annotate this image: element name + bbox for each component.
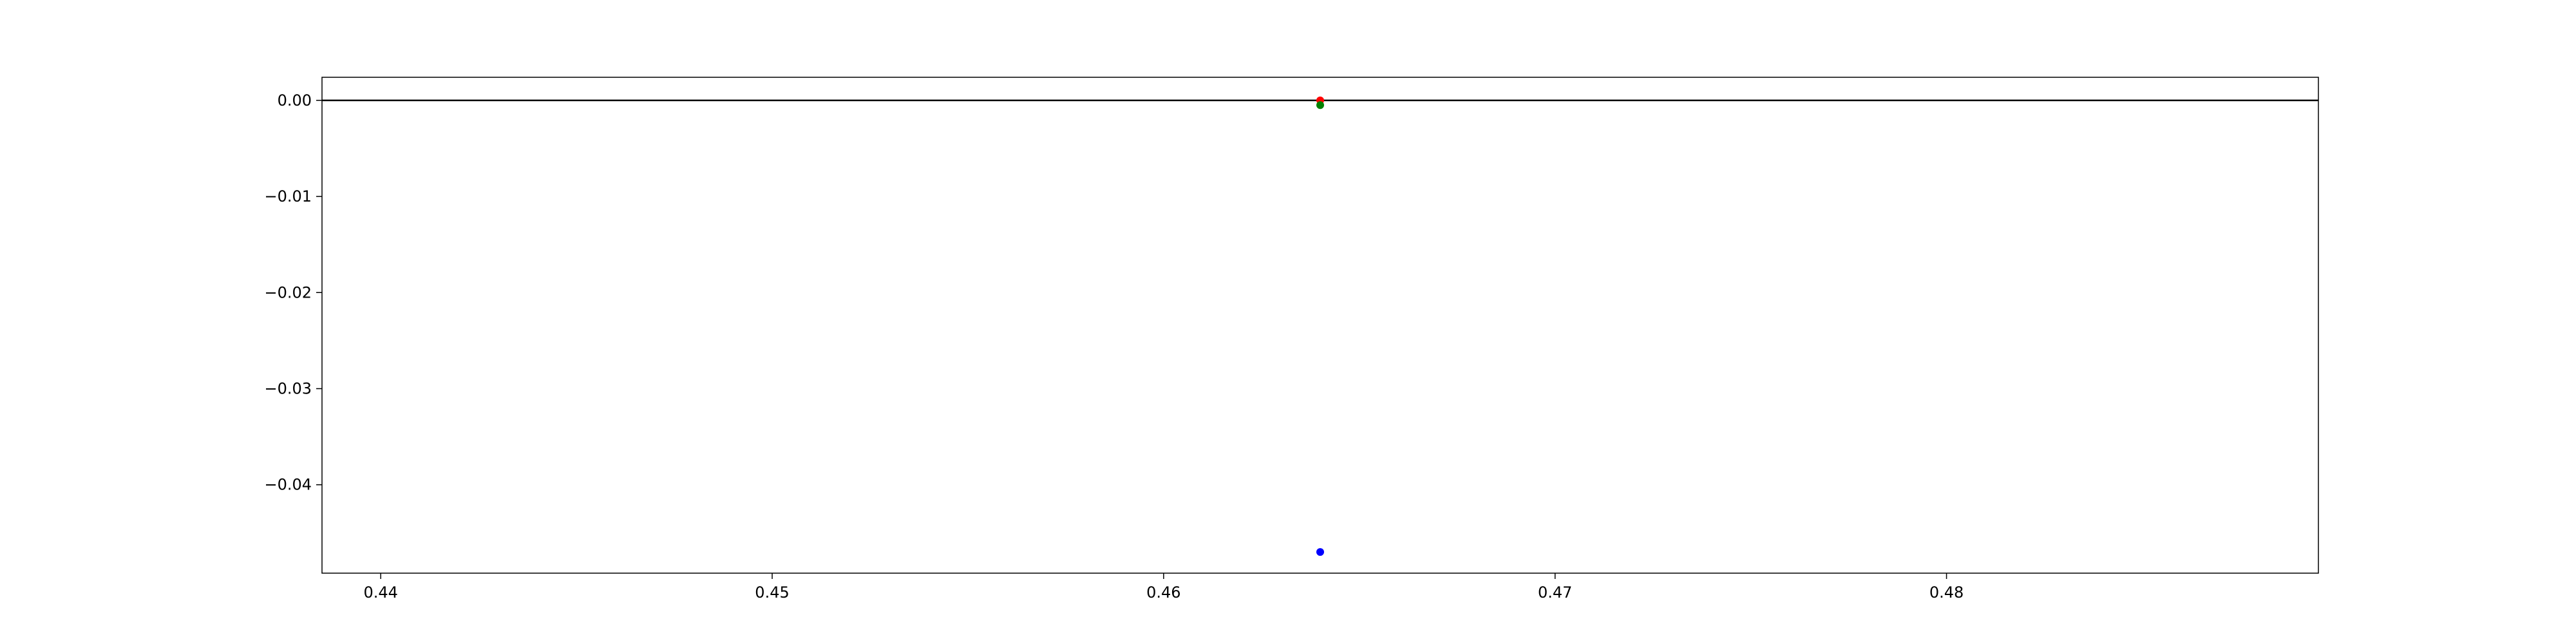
- y-tick-label: −0.01: [264, 187, 312, 205]
- data-point: [1316, 101, 1324, 109]
- x-tick-label: 0.48: [1929, 583, 1964, 601]
- y-tick-label: −0.02: [264, 283, 312, 301]
- data-points-layer: [1316, 96, 1324, 556]
- x-tick-label: 0.44: [363, 583, 397, 601]
- plot-area-frame: [321, 77, 2319, 574]
- data-point: [1316, 548, 1324, 556]
- y-axis-ticks: 0.00 −0.01 −0.02 −0.03 −0.04: [264, 91, 322, 494]
- x-tick-label: 0.46: [1146, 583, 1180, 601]
- y-tick-label: 0.00: [278, 91, 312, 109]
- x-axis-ticks: 0.44 0.45 0.46 0.47 0.48: [363, 573, 1964, 601]
- y-tick-label: −0.04: [264, 476, 312, 494]
- y-tick-label: −0.03: [264, 379, 312, 397]
- x-tick-label: 0.45: [755, 583, 789, 601]
- x-tick-label: 0.47: [1538, 583, 1572, 601]
